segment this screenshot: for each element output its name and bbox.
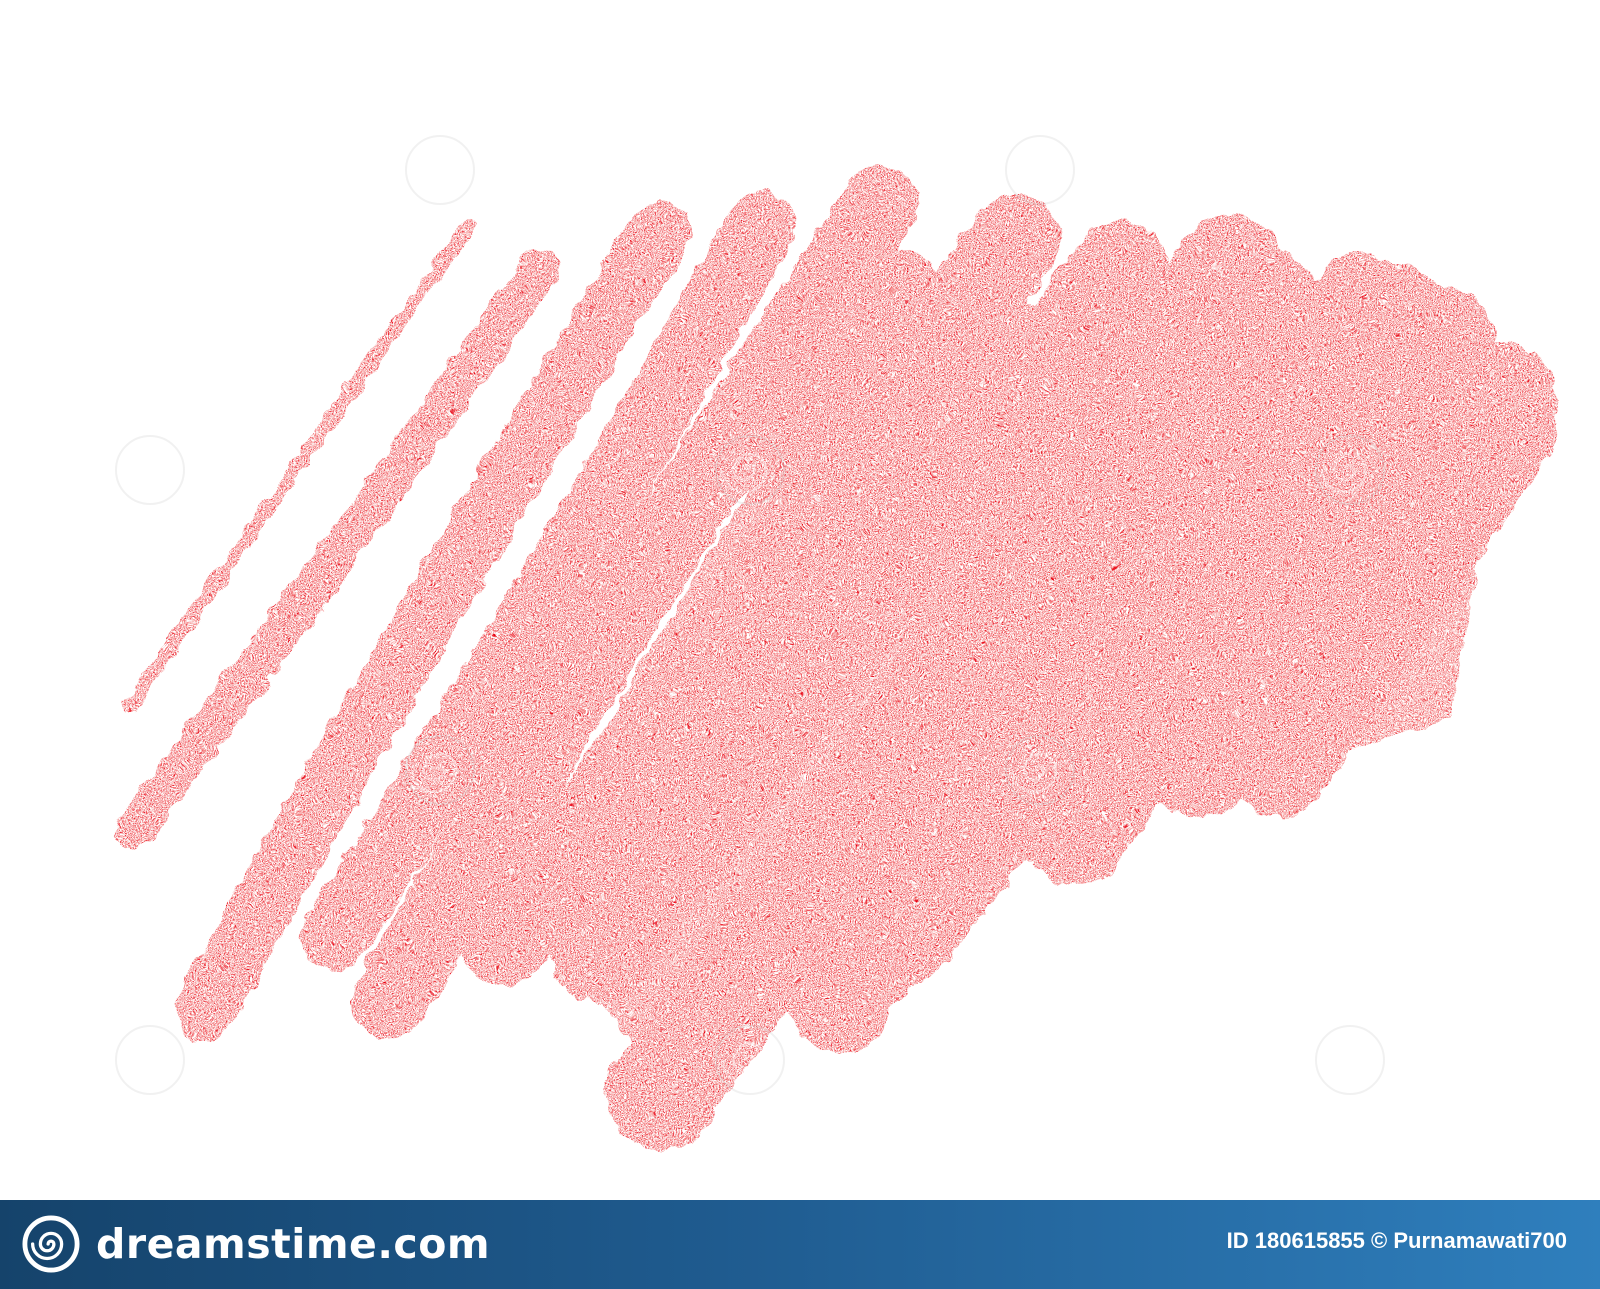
- crayon-stroke: [123, 218, 477, 712]
- image-credit: ID 180615855 © Purnamawati700: [1227, 1230, 1567, 1252]
- brand-name: dreamstime.com: [96, 1219, 491, 1268]
- spiral-logo-icon: [22, 1215, 80, 1273]
- red-crayon-scribble: [115, 166, 1558, 1150]
- crayon-stroke: [115, 248, 560, 850]
- crayon-stroke: [174, 201, 691, 1041]
- brand[interactable]: dreamstime.com: [22, 1214, 490, 1274]
- author-credit: © Purnamawati700: [1371, 1228, 1567, 1253]
- image-id: ID 180615855: [1226, 1228, 1365, 1253]
- footer-bar: dreamstime.com ID 180615855 © Purnamawat…: [0, 1200, 1600, 1289]
- crayon-fill: [560, 300, 1500, 1060]
- crayon-stroke: [351, 166, 919, 1039]
- scribble-strokes: [115, 166, 1558, 1150]
- crayon-stroke: [300, 191, 795, 970]
